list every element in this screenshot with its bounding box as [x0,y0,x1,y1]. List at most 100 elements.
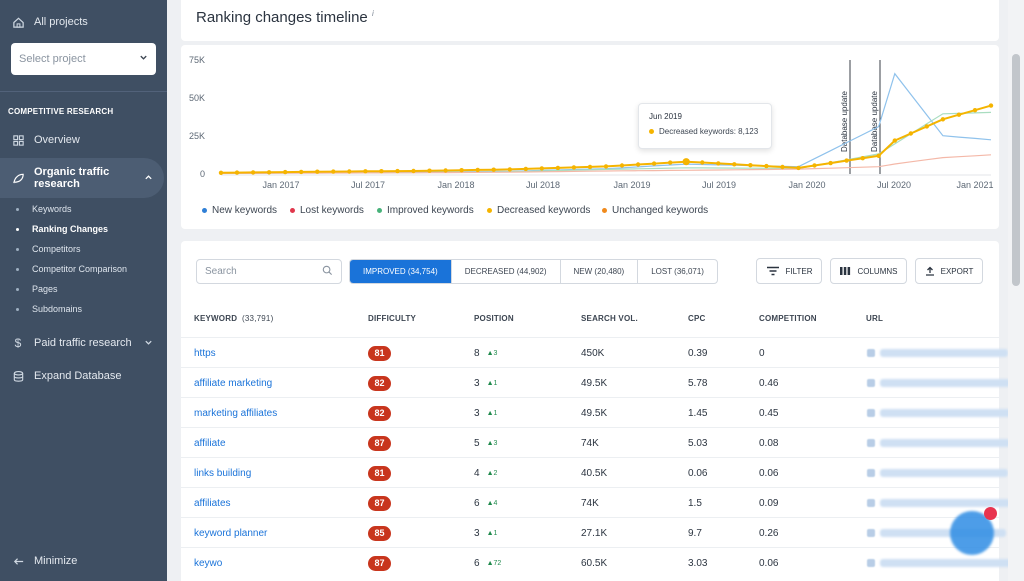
table-row: links building 81 4 ▲2 40.5K 0.06 0.06 [181,457,1008,487]
col-header-search-vol[interactable]: SEARCH VOL. [581,314,638,323]
col-header-url[interactable]: URL [866,314,884,323]
position-value: 3 [474,377,480,389]
legend-label: Improved keywords [387,205,474,216]
sidebar-sub-competitors[interactable]: Competitors [16,244,81,254]
position-cell: 3 ▲1 [474,518,497,548]
url-link[interactable] [867,488,1010,518]
url-link[interactable] [867,428,1010,458]
col-header-position[interactable]: POSITION [474,314,514,323]
sidebar-sub-ranking-changes[interactable]: Ranking Changes [16,224,108,234]
sidebar-item-expand-database[interactable]: Expand Database [0,368,167,384]
cpc-value: 0.39 [688,347,708,359]
page-title-text: Ranking changes timeline [196,9,368,26]
url-link[interactable] [867,458,1008,488]
sidebar-sub-competitor-comparison[interactable]: Competitor Comparison [16,264,127,274]
table-row: https 81 8 ▲3 450K 0.39 0 [181,337,1008,367]
search-volume: 450K [581,347,605,359]
col-header-cpc[interactable]: CPC [688,314,706,323]
sidebar-item-paid[interactable]: $ Paid traffic research [0,335,167,351]
legend-dot [202,208,207,213]
position-change: ▲2 [486,469,498,477]
url-link[interactable] [867,338,1008,368]
project-select[interactable]: Select project [11,43,156,75]
position-change: ▲1 [486,529,498,537]
decreased-keywords-point [860,156,865,161]
export-button[interactable]: EXPORT [915,258,983,284]
search-volume: 74K [581,437,599,449]
tab-new[interactable]: NEW (20,480) [561,260,639,283]
decreased-keywords-point [956,112,962,117]
position-cell: 6 ▲4 [474,488,497,518]
legend-lost[interactable]: Lost keywords [290,205,364,216]
sidebar-active-highlight [0,158,164,198]
decreased-keywords-point [908,131,913,136]
url-link[interactable] [867,368,1010,398]
search-input[interactable]: Search [196,259,342,284]
difficulty-badge: 82 [368,375,391,391]
upload-icon [925,266,934,276]
decreased-keywords-point [988,103,994,108]
chart-card [181,45,999,229]
dollar-icon: $ [14,336,22,350]
legend-decreased[interactable]: Decreased keywords [487,205,590,216]
favicon-icon [867,499,875,507]
col-header-competition[interactable]: COMPETITION [759,314,817,323]
sidebar-sub-pages[interactable]: Pages [16,284,58,294]
scrollbar-thumb[interactable] [1012,54,1020,286]
tab-improved[interactable]: IMPROVED (34,754) [350,260,452,283]
legend-improved[interactable]: Improved keywords [377,205,474,216]
legend-unchanged[interactable]: Unchanged keywords [602,205,708,216]
col-header-difficulty[interactable]: DIFFICULTY [368,314,417,323]
bullet [16,227,19,231]
url-link[interactable] [867,398,1012,428]
all-projects-link[interactable]: All projects [0,13,167,31]
sidebar-item-overview[interactable]: Overview [0,132,167,148]
col-header-keyword[interactable]: KEYWORD (33,791) [194,314,273,323]
legend-new[interactable]: New keywords [202,205,277,216]
decreased-keywords-point [972,108,978,113]
bullet [16,267,19,271]
export-label: EXPORT [940,266,974,276]
position-change: ▲3 [486,349,498,357]
decreased-keywords-point [250,170,256,175]
minimize-button[interactable]: Minimize [0,553,167,569]
decreased-keywords-point [812,163,817,168]
x-tick-label: Jan 2017 [262,180,299,190]
sidebar: All projects Select project COMPETITIVE … [0,0,167,581]
sidebar-sub-subdomains[interactable]: Subdomains [16,304,82,314]
search-volume: 49.5K [581,377,608,389]
keyword-link[interactable]: affiliate marketing [194,377,273,389]
favicon-icon [867,529,875,537]
keyword-link[interactable]: affiliate [194,437,226,449]
favicon-icon [867,379,875,387]
keyword-link[interactable]: marketing affiliates [194,407,278,419]
decreased-keywords-point [315,169,320,174]
search-volume: 40.5K [581,467,608,479]
keyword-link[interactable]: affiliates [194,497,231,509]
info-icon[interactable]: i [371,9,374,18]
tab-lost[interactable]: LOST (36,071) [651,267,704,276]
keyword-count: (33,791) [242,314,274,323]
difficulty-badge: 87 [368,435,391,451]
position-change: ▲72 [486,559,502,567]
favicon-icon [867,439,875,447]
y-tick-label: 75K [189,55,205,65]
sidebar-item-organic[interactable]: Organic traffic research [0,165,167,191]
keyword-link[interactable]: keyword planner [194,527,268,539]
favicon-icon [867,469,875,477]
organic-label: Organic traffic research [34,166,110,190]
position-value: 5 [474,437,480,449]
filter-button[interactable]: FILTER [756,258,822,284]
sidebar-sub-keywords[interactable]: Keywords [16,204,72,214]
keyword-link[interactable]: keywo [194,557,223,569]
keyword-link[interactable]: links building [194,467,252,479]
columns-button[interactable]: COLUMNS [830,258,907,284]
table-card [181,241,999,581]
url-link[interactable] [867,548,1012,578]
url-link[interactable] [867,518,1006,548]
cpc-value: 1.45 [688,407,708,419]
keyword-link[interactable]: https [194,347,216,359]
tab-decreased[interactable]: DECREASED (44,902) [452,260,561,283]
difficulty-badge: 81 [368,465,391,481]
competition-value: 0 [759,347,765,359]
